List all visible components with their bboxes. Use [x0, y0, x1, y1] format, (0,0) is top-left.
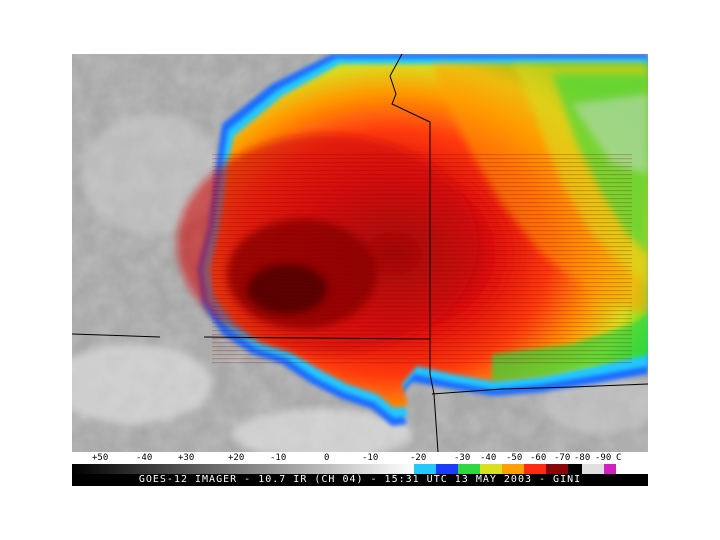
scale-label: 0 [324, 453, 330, 463]
scale-label: -40 [480, 453, 497, 463]
scale-label: -70 [554, 453, 571, 463]
scale-label: -30 [454, 453, 471, 463]
scale-label: +50 [92, 453, 109, 463]
scale-label: -60 [530, 453, 547, 463]
scale-label: -10 [362, 453, 379, 463]
satellite-image-frame: +50 -40 +30 +20 -10 0 -10 -20 -30 -40 -5… [72, 54, 648, 486]
scale-label: +30 [178, 453, 195, 463]
scale-label: -90 [595, 453, 612, 463]
image-caption: GOES-12 IMAGER - 10.7 IR (CH 04) - 15:31… [72, 474, 648, 486]
scale-label: +20 [228, 453, 245, 463]
scale-label: C [616, 453, 622, 463]
infrared-image [72, 54, 648, 452]
scale-label: -40 [136, 453, 153, 463]
scale-label: -50 [506, 453, 523, 463]
scale-label: -10 [270, 453, 287, 463]
temperature-scale-labels: +50 -40 +30 +20 -10 0 -10 -20 -30 -40 -5… [72, 452, 648, 464]
scale-label: -80 [574, 453, 591, 463]
scale-label: -20 [410, 453, 427, 463]
temperature-color-bar [72, 464, 648, 474]
